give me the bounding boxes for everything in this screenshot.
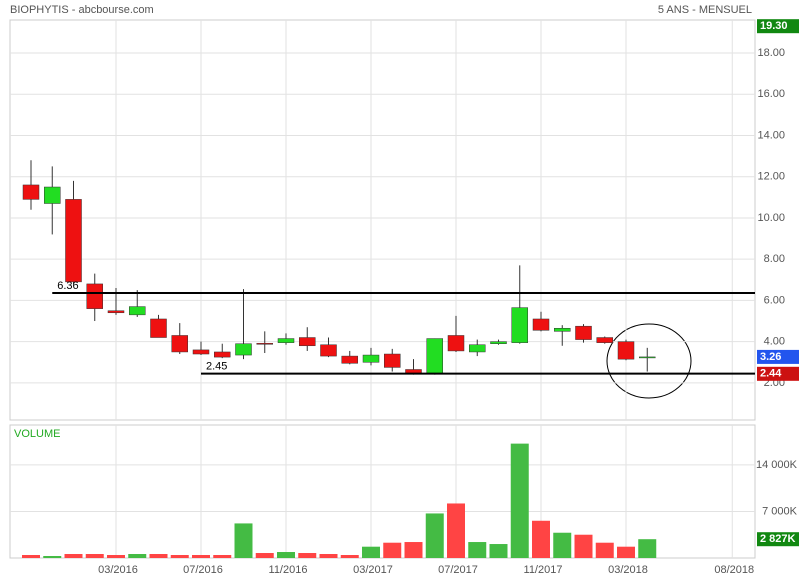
price-tag xyxy=(757,532,799,547)
candle-body xyxy=(150,318,167,338)
candle-body xyxy=(22,184,40,200)
x-tick-label: 07/2016 xyxy=(183,564,223,576)
x-tick-label: 03/2018 xyxy=(608,564,648,576)
price-tag-label: 3.26 xyxy=(760,351,781,363)
volume-bar xyxy=(447,503,465,558)
candle-body xyxy=(639,356,656,359)
candle-body xyxy=(214,351,231,358)
volume-bar xyxy=(128,554,147,558)
y-tick-label: 14.00 xyxy=(757,129,785,141)
x-tick-label: 03/2016 xyxy=(98,564,138,576)
x-tick-label: 11/2016 xyxy=(269,564,308,576)
y-tick-label: 6.00 xyxy=(764,294,785,306)
y-tick-label: 18.00 xyxy=(757,47,785,59)
candle-body xyxy=(575,325,592,340)
candle-body xyxy=(341,355,358,364)
candle-body xyxy=(490,341,507,344)
y-tick-label: 16.00 xyxy=(757,88,785,100)
candle-body xyxy=(86,283,103,309)
candle-body xyxy=(320,344,337,357)
volume-bar xyxy=(22,555,40,558)
volume-bar xyxy=(553,532,572,558)
chart-subtitle: 5 ANS - MENSUEL xyxy=(658,4,752,16)
price-tag-label: 19.30 xyxy=(760,20,788,32)
price-tag xyxy=(757,19,799,34)
chart-title: BIOPHYTIS - abcbourse.com xyxy=(10,4,154,16)
volume-bar xyxy=(234,523,253,558)
y-tick-label: 8.00 xyxy=(764,253,785,265)
candle-body xyxy=(65,199,82,283)
candle-body xyxy=(235,343,252,356)
volume-bar xyxy=(340,555,359,558)
x-tick-label: 07/2017 xyxy=(438,564,478,576)
price-tag xyxy=(757,366,799,381)
volume-bar xyxy=(149,554,168,558)
volume-title: VOLUME xyxy=(14,428,60,440)
candle-body xyxy=(469,344,486,353)
volume-bar xyxy=(298,553,317,558)
volume-bar xyxy=(595,542,614,558)
candle-body xyxy=(362,354,380,363)
x-tick-label: 08/2018 xyxy=(714,564,754,576)
volume-bar xyxy=(192,555,210,558)
volume-bar xyxy=(319,554,338,558)
x-tick-label: 11/2017 xyxy=(524,564,563,576)
volume-bar xyxy=(489,544,508,558)
volume-bar xyxy=(532,520,550,558)
level-label: 2.45 xyxy=(206,361,227,373)
volume-bar xyxy=(617,546,635,558)
candle-body xyxy=(554,327,571,332)
volume-bar xyxy=(107,555,125,558)
price-tag-label: 2.44 xyxy=(760,368,782,380)
volume-bar xyxy=(574,534,593,558)
x-tick-label: 03/2017 xyxy=(353,564,393,576)
volume-bar xyxy=(510,443,529,558)
volume-bar xyxy=(64,554,83,558)
candle-body xyxy=(192,349,210,355)
candle-body xyxy=(129,306,146,316)
volume-bar xyxy=(362,546,380,558)
candle-body xyxy=(107,310,125,314)
y-tick-label: 7 000K xyxy=(762,505,798,517)
volume-bar xyxy=(277,552,295,558)
candle-body xyxy=(277,338,295,343)
price-tag xyxy=(757,349,799,364)
volume-bar xyxy=(85,554,104,558)
candle-body xyxy=(511,307,528,343)
volume-bar xyxy=(255,553,274,558)
candle-body xyxy=(171,335,188,353)
volume-bar xyxy=(43,556,62,558)
candle-body xyxy=(384,353,401,368)
candle-body xyxy=(447,335,465,352)
level-label: 6.36 xyxy=(57,280,78,292)
volume-bar xyxy=(468,542,487,558)
price-panel xyxy=(9,19,756,421)
candle-body xyxy=(596,337,613,343)
price-tag-label: 2 827K xyxy=(760,533,796,545)
volume-bar xyxy=(425,513,444,558)
volume-bar xyxy=(213,555,232,558)
volume-bar xyxy=(404,542,423,558)
volume-bar xyxy=(638,539,657,558)
volume-bar xyxy=(170,555,189,558)
y-tick-label: 4.00 xyxy=(764,336,785,348)
candle-body xyxy=(299,337,316,347)
y-tick-label: 14 000K xyxy=(756,459,798,471)
volume-panel xyxy=(9,424,756,559)
y-tick-label: 12.00 xyxy=(757,171,785,183)
candle-body xyxy=(256,343,273,345)
highlight-circle xyxy=(606,323,692,399)
candle-body xyxy=(426,338,443,374)
candle-body xyxy=(44,186,61,204)
y-tick-label: 10.00 xyxy=(757,212,785,224)
volume-bar xyxy=(383,542,402,558)
candle-body xyxy=(617,341,635,360)
candle-body xyxy=(532,318,550,331)
